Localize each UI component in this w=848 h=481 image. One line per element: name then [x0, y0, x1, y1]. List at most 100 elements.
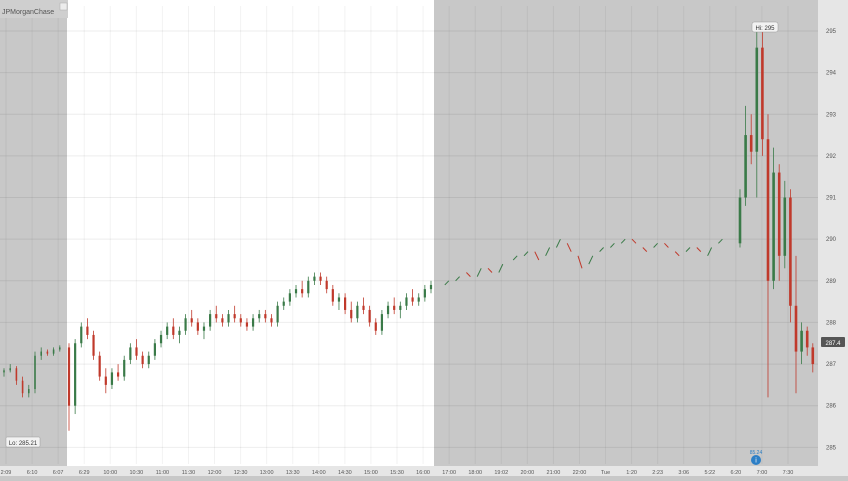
candle-body [215, 314, 218, 319]
candle-body [429, 284, 433, 290]
event-marker[interactable]: 85.24 i [750, 450, 763, 465]
candle-body [129, 347, 132, 360]
candle-body [301, 289, 304, 294]
extended-tick [718, 238, 723, 244]
event-marker-label: 85.24 [750, 450, 763, 456]
x-tick-label: 16:00 [416, 470, 430, 476]
x-tick-label: 13:00 [260, 470, 274, 476]
x-tick-label: 20:00 [520, 470, 534, 476]
candle-body [86, 326, 89, 335]
candle-body [325, 280, 328, 290]
info-icon[interactable] [751, 455, 761, 465]
x-tick-label: 14:30 [338, 470, 352, 476]
candle-body [270, 318, 273, 323]
x-tick-label: 7:00 [757, 470, 768, 476]
candle-body [374, 322, 377, 331]
low-label: Lo: 285.21 [5, 436, 41, 448]
candle-body [772, 172, 775, 281]
candle-body [28, 389, 30, 394]
last-price-label: 287.4 [821, 337, 845, 347]
x-tick-label: 6:10 [27, 470, 38, 476]
x-axis-panel [0, 466, 818, 476]
candle-body [777, 172, 781, 256]
candle-body [202, 326, 206, 331]
y-tick-label: 294 [826, 71, 837, 77]
candle-body [59, 347, 61, 350]
candle-body [761, 47, 764, 140]
candle-body [74, 343, 77, 406]
y-tick-label: 289 [826, 279, 837, 285]
logo: JPMorganChase [0, 0, 68, 18]
candle-body [251, 318, 255, 327]
candle-body [110, 372, 114, 385]
extended-tick [620, 238, 626, 244]
high-label-text: Hi: 295 [755, 26, 775, 32]
candle-body [386, 305, 390, 315]
extended-session-right-bg [434, 0, 818, 466]
candle-body [264, 314, 267, 319]
candle-body [172, 326, 175, 335]
candle-body [282, 301, 285, 306]
extended-session-left-bg [0, 0, 67, 466]
candle-body [135, 347, 138, 356]
candle-body [258, 314, 261, 319]
candle-body [380, 314, 384, 331]
grid-layer [0, 6, 818, 464]
candle-body [3, 370, 5, 373]
x-tick-label: 22:00 [573, 470, 587, 476]
candle-body [805, 330, 809, 348]
x-tick-label: 3:06 [678, 470, 689, 476]
extended-tick [444, 280, 450, 286]
candle-body [755, 47, 759, 152]
low-label-box [5, 436, 41, 448]
candle-body [800, 330, 803, 352]
candle-body [307, 280, 310, 294]
candle-body [166, 326, 169, 335]
extended-tick [566, 243, 572, 252]
y-tick-label: 291 [826, 196, 837, 202]
candle-body [15, 368, 18, 381]
candle-body [337, 297, 341, 302]
candle-body [9, 368, 11, 371]
extended-tick [545, 247, 551, 257]
x-tick-label: 2:23 [652, 470, 663, 476]
logo-square-icon [59, 2, 68, 11]
extended-tick [707, 247, 713, 257]
extended-tick [664, 242, 669, 248]
last-price-box [821, 337, 845, 347]
y-tick-label: 293 [826, 112, 837, 118]
candle-body [227, 314, 230, 323]
x-tick-label: 6:07 [53, 470, 64, 476]
candle-body [811, 347, 815, 365]
candle-body [344, 297, 347, 310]
x-tick-label: 15:30 [390, 470, 404, 476]
logo-box [0, 0, 68, 18]
candle-body [789, 197, 792, 306]
candle-body [766, 139, 770, 281]
candle-body [147, 355, 150, 365]
axis-layer: 285 286 287 288 289 290 291 292 293 294 295 2:09 6:1… [1, 29, 837, 476]
candle-body [350, 309, 353, 319]
candle-body [80, 326, 83, 344]
candle-body [233, 314, 236, 319]
x-tick-label: 10:00 [103, 470, 117, 476]
extended-tick [487, 267, 493, 273]
candle-body [393, 305, 396, 310]
y-tick-label: 288 [826, 320, 837, 326]
extended-tick [610, 242, 615, 248]
x-tick-label: 11:30 [182, 470, 195, 476]
y-tick-label: 286 [826, 404, 837, 410]
candle-body [196, 322, 199, 331]
x-tick-label: 21:00 [547, 470, 561, 476]
candle-body [46, 351, 49, 354]
candle-body [123, 359, 126, 377]
x-tick-label: 7:30 [783, 470, 794, 476]
candle-body [313, 276, 316, 281]
extended-tick [555, 238, 561, 248]
y-tick-label: 285 [826, 445, 837, 451]
candle-body [749, 135, 753, 152]
candle-body [104, 376, 107, 385]
x-tick-label: 2:09 [1, 470, 12, 476]
candle-body [405, 297, 408, 306]
candle-body [744, 135, 747, 198]
